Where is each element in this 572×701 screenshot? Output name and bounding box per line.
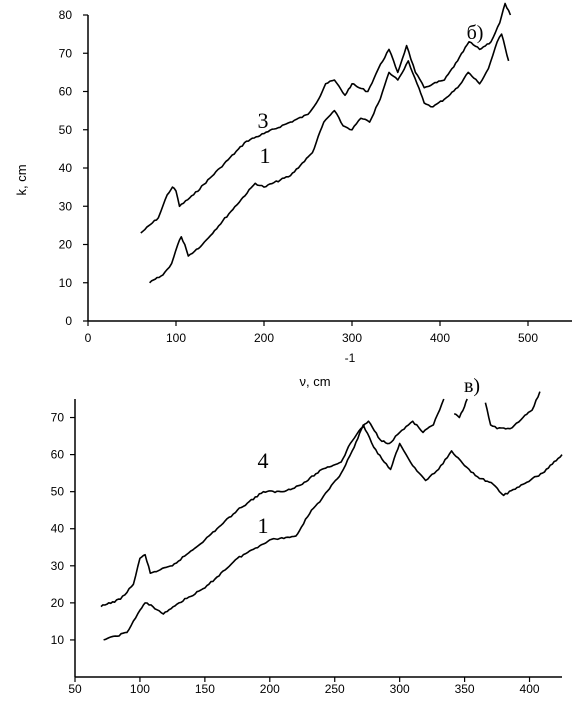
y-tick-label: 20: [51, 596, 65, 610]
y-tick-label: 50: [51, 485, 65, 499]
y-tick-label: 10: [59, 276, 73, 290]
y-tick-label: 40: [51, 522, 65, 536]
series-line-4: [484, 391, 541, 430]
y-tick-label: 80: [59, 8, 73, 22]
x-tick-label: 100: [130, 682, 150, 696]
curve-label-4: 4: [258, 448, 269, 473]
x-tick-label: 350: [455, 682, 475, 696]
x-tick-label: 50: [68, 682, 82, 696]
series-line-4: [453, 398, 468, 419]
y-tick-label: 30: [59, 199, 73, 213]
y-tick-label: 50: [59, 123, 73, 137]
y-tick-label: 60: [51, 448, 65, 462]
y-axis-label: k, cm: [14, 164, 29, 195]
x-tick-label: 250: [325, 682, 345, 696]
y-tick-label: 60: [59, 85, 73, 99]
x-tick-label: 300: [342, 331, 362, 345]
panel-label: в): [464, 375, 480, 397]
x-tick-label: 0: [85, 331, 92, 345]
series-line-1: [103, 424, 563, 641]
bottom-chart: 50 100 150 200 250 300 350 400 10 20 30 40 50 60 70 4 1 в…: [51, 375, 563, 696]
x-axis-label-superscript: -1: [345, 351, 356, 365]
top-chart: 0 100 200 300 400 500 0 10 20 30 40 50 60 70 80 3 1 б) k, …: [14, 2, 572, 389]
series-line-1: [149, 33, 510, 284]
x-tick-label: 100: [166, 331, 186, 345]
series-line-4: [100, 398, 445, 608]
curve-label-3: 3: [258, 108, 269, 133]
x-axis-label: ν, cm: [299, 374, 330, 389]
curve-label-1: 1: [258, 513, 269, 538]
panel-label: б): [467, 22, 484, 44]
y-tick-label: 40: [59, 161, 73, 175]
x-tick-label: 200: [254, 331, 274, 345]
x-tick-label: 300: [390, 682, 410, 696]
series-line-3: [140, 2, 512, 234]
y-tick-label: 30: [51, 559, 65, 573]
y-tick-label: 0: [65, 314, 72, 328]
x-tick-label: 150: [195, 682, 215, 696]
y-tick-label: 20: [59, 238, 73, 252]
x-tick-label: 500: [518, 331, 538, 345]
y-tick-label: 10: [51, 633, 65, 647]
curve-label-1: 1: [260, 143, 271, 168]
y-tick-label: 70: [59, 46, 73, 60]
x-tick-label: 400: [520, 682, 540, 696]
y-tick-label: 70: [51, 411, 65, 425]
x-tick-label: 400: [430, 331, 450, 345]
x-tick-label: 200: [260, 682, 280, 696]
